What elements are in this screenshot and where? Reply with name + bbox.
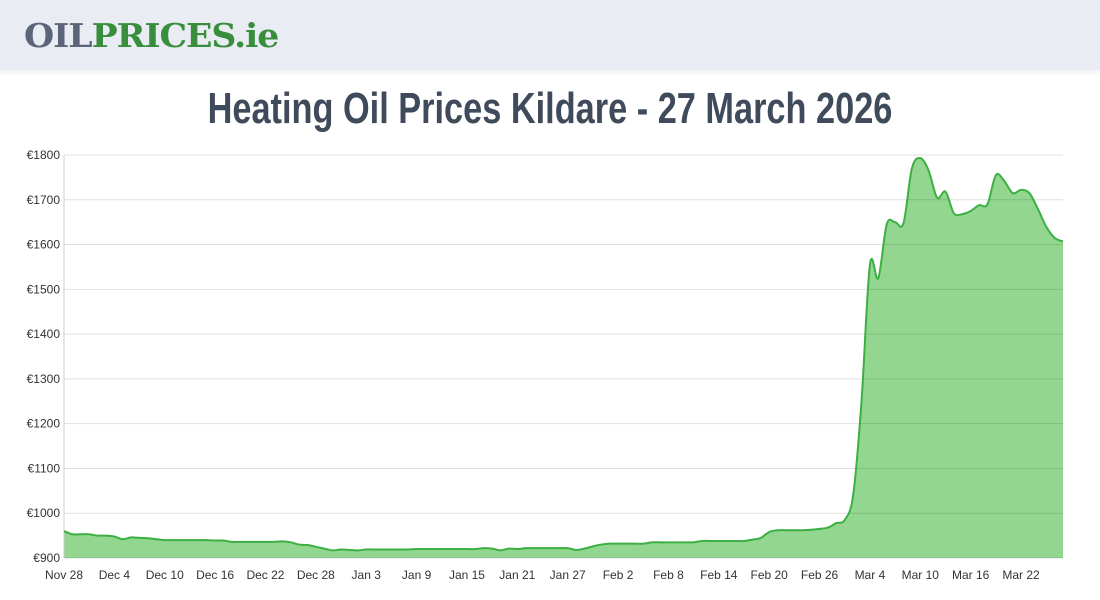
logo-text-prices: PRICES.ie <box>91 16 280 55</box>
x-tick-label: Jan 15 <box>449 568 485 582</box>
x-tick-label: Feb 8 <box>653 568 684 582</box>
logo-text-oil: OIL <box>24 16 93 55</box>
x-tick-label: Dec 28 <box>297 568 335 582</box>
x-tick-label: Feb 14 <box>700 568 738 582</box>
x-tick-label: Jan 3 <box>352 568 382 582</box>
x-tick-label: Nov 28 <box>45 568 83 582</box>
x-tick-label: Feb 26 <box>801 568 839 582</box>
x-tick-label: Feb 2 <box>603 568 634 582</box>
price-area <box>64 158 1063 558</box>
y-tick-label: €1500 <box>27 282 61 296</box>
x-tick-label: Feb 20 <box>750 568 788 582</box>
y-tick-label: €1100 <box>28 461 61 475</box>
x-tick-label: Jan 27 <box>550 568 586 582</box>
x-tick-label: Dec 22 <box>246 568 284 582</box>
price-line <box>63 157 1064 552</box>
y-tick-label: €900 <box>33 551 60 565</box>
y-tick-label: €1700 <box>27 193 61 207</box>
page-title-text: Heating Oil Prices Kildare - 27 March 20… <box>207 84 893 133</box>
site-header: OILPRICES.ie <box>0 0 1100 70</box>
x-tick-label: Mar 16 <box>952 568 990 582</box>
x-tick-label: Dec 16 <box>196 568 234 582</box>
x-tick-label: Mar 4 <box>855 568 886 582</box>
site-logo[interactable]: OILPRICES.ie <box>24 16 280 55</box>
page-title: Heating Oil Prices Kildare - 27 March 20… <box>0 84 1100 134</box>
x-tick-label: Dec 4 <box>99 568 131 582</box>
x-tick-label: Mar 10 <box>902 568 940 582</box>
y-tick-label: €1600 <box>27 238 61 252</box>
y-tick-label: €1300 <box>27 372 61 386</box>
y-tick-label: €1200 <box>27 417 61 431</box>
x-tick-label: Dec 10 <box>146 568 184 582</box>
x-tick-label: Jan 21 <box>499 568 535 582</box>
y-tick-label: €1400 <box>27 327 61 341</box>
x-tick-label: Jan 9 <box>402 568 432 582</box>
y-tick-label: €1800 <box>27 148 61 162</box>
x-tick-label: Mar 22 <box>1002 568 1040 582</box>
y-tick-label: €1000 <box>27 506 61 520</box>
